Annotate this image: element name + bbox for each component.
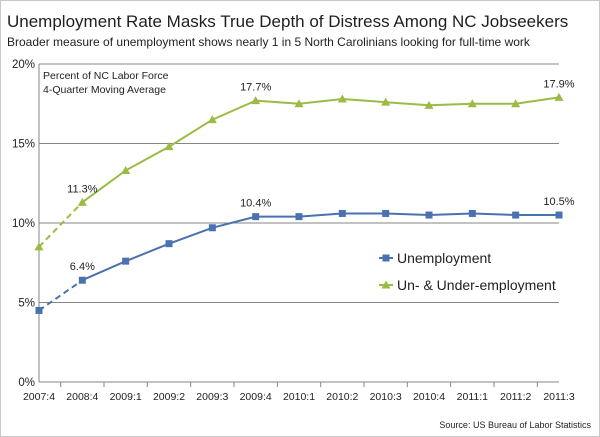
data-point-triangle (467, 99, 477, 108)
data-point-triangle (251, 96, 261, 105)
x-tick-label: 2009:3 (196, 391, 228, 403)
data-point-square (338, 209, 346, 217)
series-layer: 6.4% 10.4% 10.5% 11.3% 17.7% 17.9% (34, 78, 575, 314)
x-tick-label: 2008:4 (66, 391, 98, 403)
x-tick-label: 2011:2 (500, 391, 531, 403)
x-tick-label: 2010:1 (283, 391, 315, 403)
chart-annotation-line-1: Percent of NC Labor Force (43, 70, 169, 82)
x-tick-label: 2010:2 (326, 391, 358, 403)
y-tick-label: 0% (18, 377, 35, 389)
chart-source: Source: US Bureau of Labor Statistics (439, 420, 591, 430)
data-label: 10.4% (240, 198, 271, 210)
data-point-square (382, 209, 390, 217)
x-tick-label: 2010:4 (413, 391, 445, 403)
x-tick-label: 2011:3 (543, 391, 574, 403)
data-point-square (165, 240, 173, 248)
x-tick-label: 2007:4 (23, 391, 55, 403)
y-tick-label: 15% (12, 139, 35, 151)
legend-label: Unemployment (397, 250, 491, 266)
data-point-square (425, 211, 433, 219)
legend-label: Un- & Under-employment (397, 277, 556, 293)
x-tick-label: 2009:4 (240, 391, 272, 403)
data-label: 17.7% (240, 82, 271, 94)
data-point-triangle (34, 242, 44, 251)
data-point-triangle (554, 92, 564, 101)
y-tick-label: 5% (18, 298, 35, 310)
chart-subtitle: Broader measure of unemployment shows ne… (7, 35, 531, 49)
legend-marker-square (382, 254, 390, 262)
x-tick-label: 2011:1 (457, 391, 488, 403)
data-label: 6.4% (70, 261, 95, 273)
x-tick-label: 2009:2 (153, 391, 185, 403)
chart-title: Unemployment Rate Masks True Depth of Di… (7, 12, 568, 31)
data-point-square (35, 306, 43, 314)
data-point-square (252, 213, 260, 221)
data-label: 17.9% (543, 78, 574, 90)
data-point-triangle (121, 166, 131, 175)
series-dashed-segment (38, 201, 84, 248)
data-point-triangle (381, 97, 391, 106)
series-line (81, 96, 560, 204)
legend-marker-triangle (381, 280, 391, 289)
data-point-square (208, 224, 216, 232)
y-tick-label: 10% (12, 218, 35, 230)
data-point-triangle (164, 142, 174, 151)
x-tick-label: 2010:3 (370, 391, 402, 403)
data-point-triangle (511, 99, 521, 108)
data-point-triangle (424, 100, 434, 109)
data-point-square (122, 257, 130, 265)
x-tick-label: 2009:1 (110, 391, 142, 403)
data-label: 11.3% (67, 183, 98, 195)
y-tick-label: 20% (12, 59, 35, 71)
data-point-triangle (337, 94, 347, 103)
gridlines (39, 63, 559, 303)
data-label: 10.5% (543, 196, 574, 208)
series-dashed-segment (38, 279, 83, 312)
data-point-square (78, 276, 86, 284)
data-point-square (468, 209, 476, 217)
data-point-triangle (294, 99, 304, 108)
axes: 0% 5% 10% 15% 20% 2007:4 2008:4 2009:1 2009:2 200… (12, 59, 575, 403)
data-point-triangle (207, 115, 217, 124)
data-point-square (512, 211, 520, 219)
legend: Unemployment Un- & Under-employment (379, 250, 556, 293)
series-line (81, 212, 559, 282)
data-point-triangle (77, 197, 87, 206)
data-point-square (555, 211, 563, 219)
data-point-square (295, 213, 303, 221)
chart-annotation-line-2: 4-Quarter Moving Average (43, 84, 166, 96)
